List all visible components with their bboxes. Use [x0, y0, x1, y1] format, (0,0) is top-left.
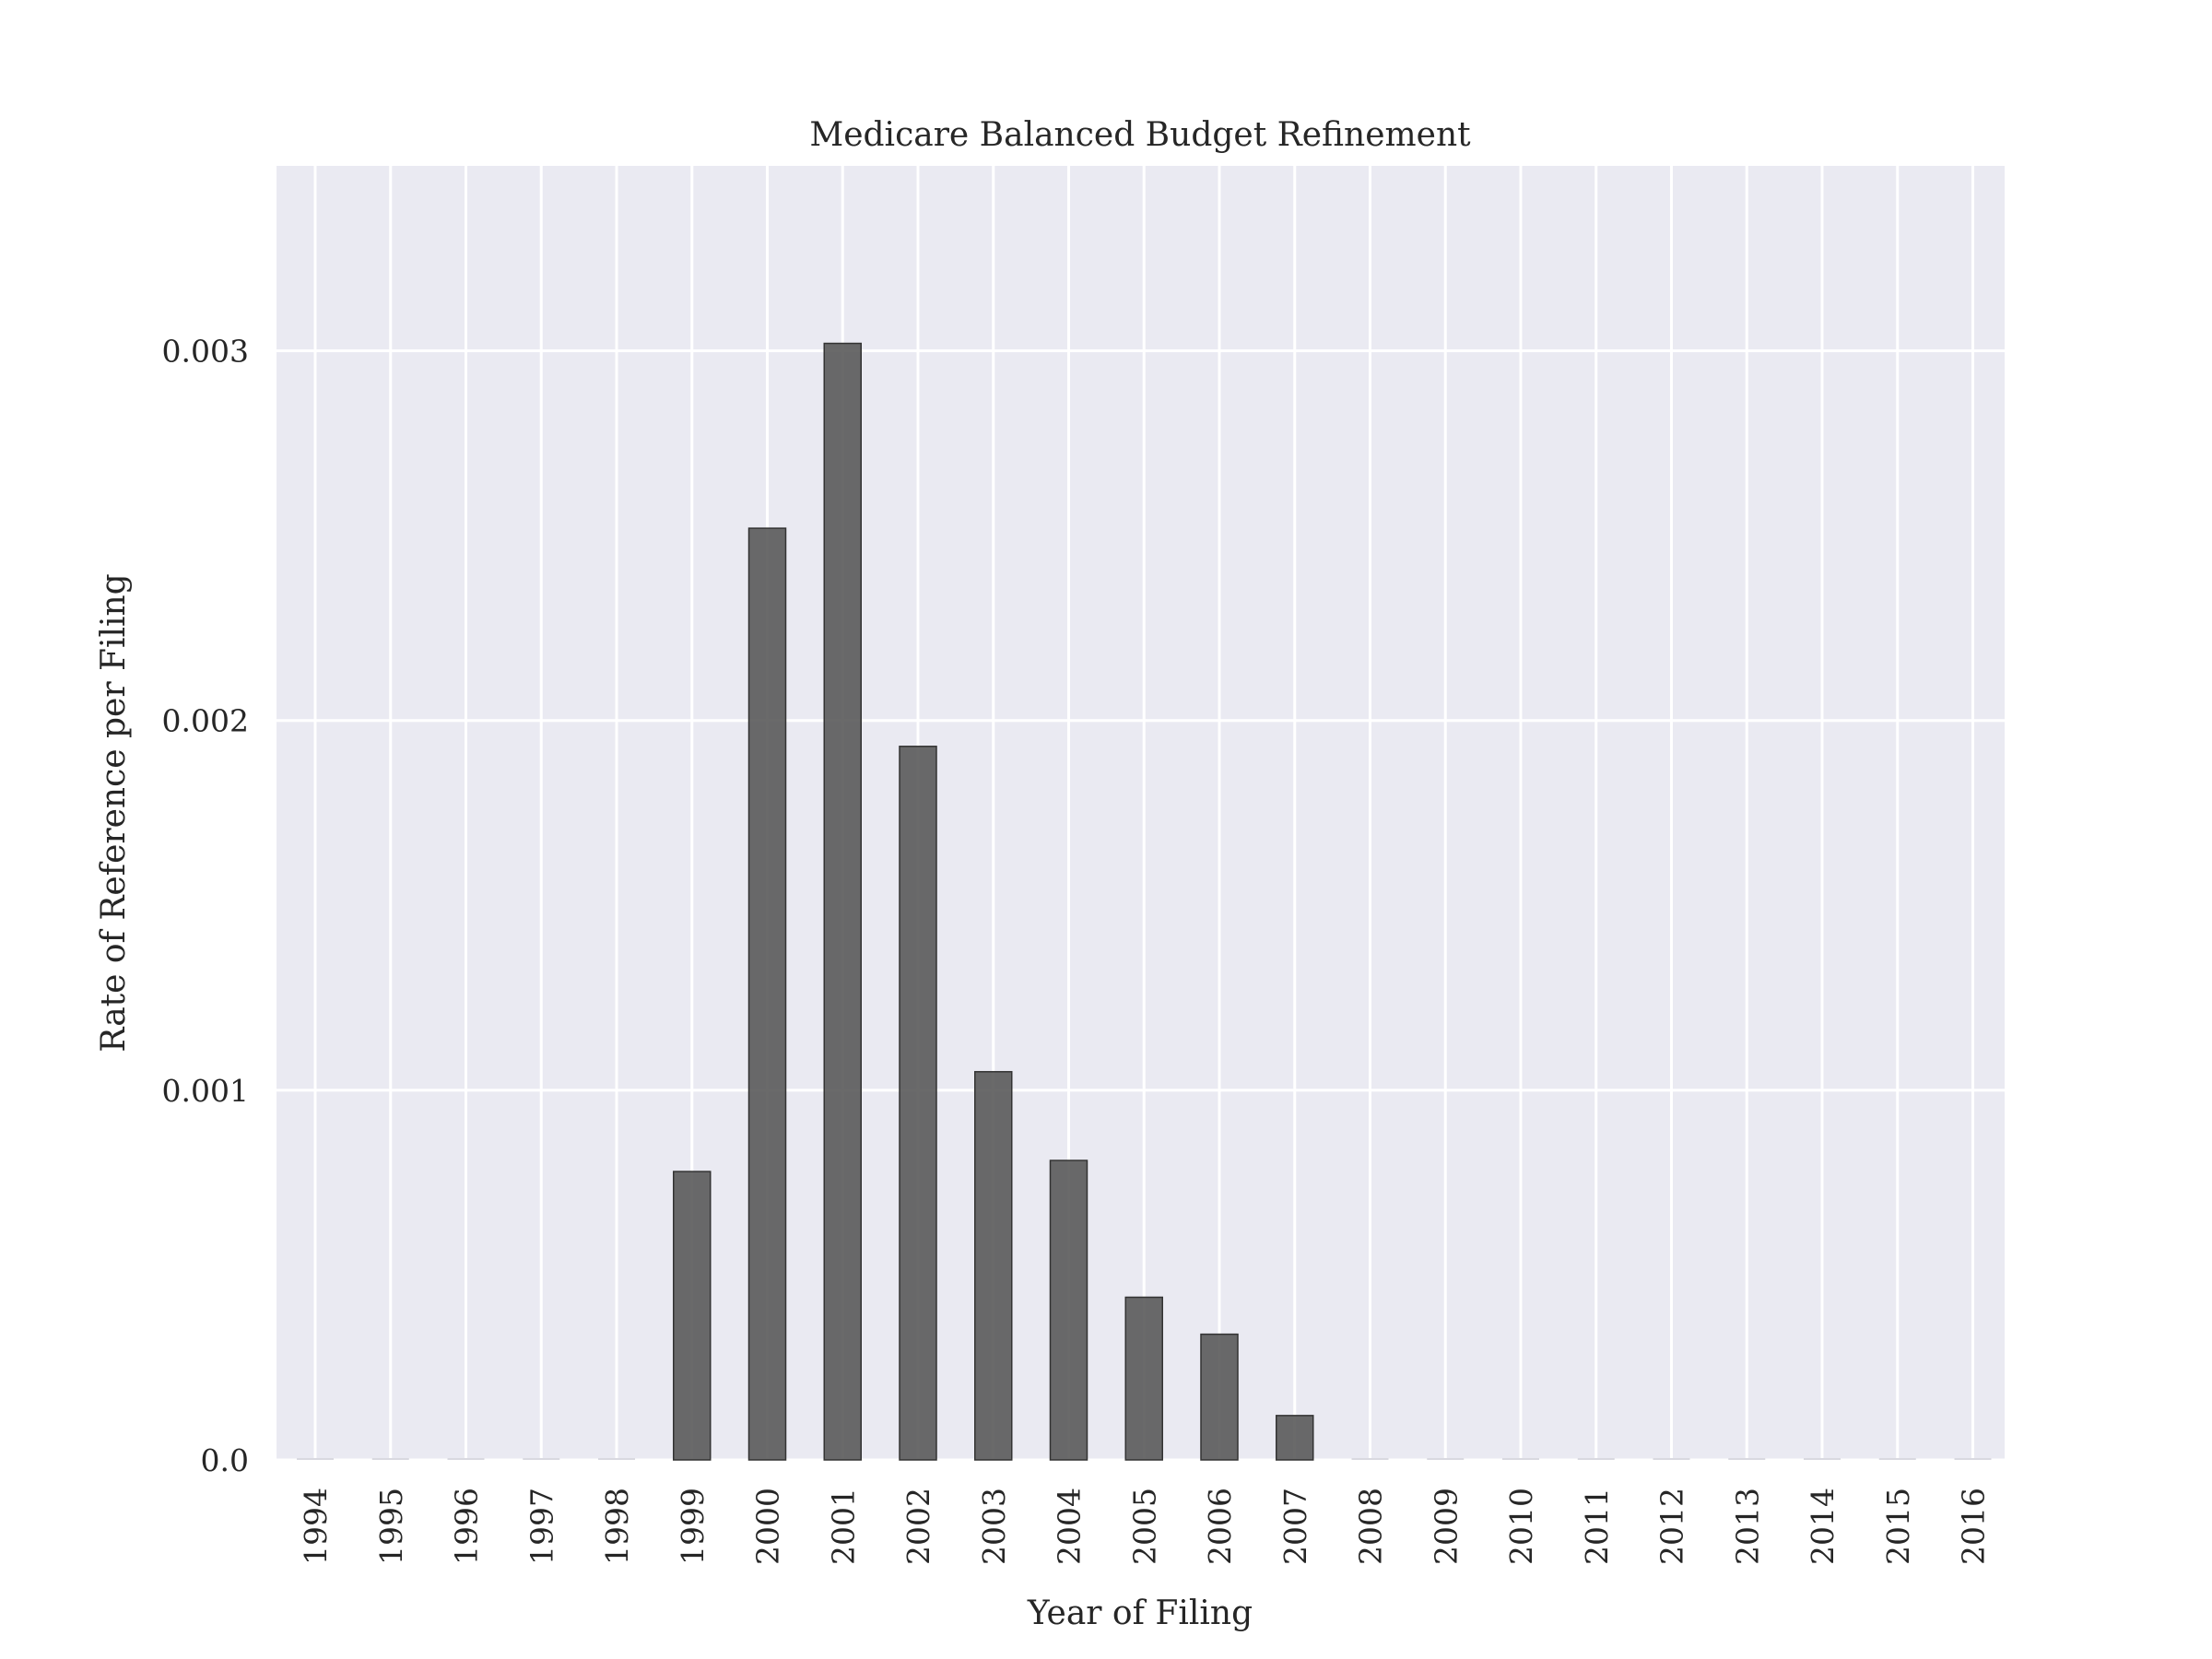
bar-1999 [673, 1171, 712, 1461]
x-tick-label-2006: 2006 [1202, 1488, 1238, 1565]
y-axis-label: Rate of Reference per Filing [95, 573, 133, 1052]
x-tick-label-2005: 2005 [1126, 1488, 1162, 1565]
x-tick-label-2011: 2011 [1579, 1488, 1615, 1565]
x-tick-label-1999: 1999 [675, 1488, 711, 1565]
x-tick-label-2002: 2002 [900, 1488, 936, 1565]
bars [297, 342, 1992, 1461]
bar-2001 [823, 342, 862, 1461]
x-tick-label-2004: 2004 [1052, 1488, 1088, 1565]
x-tick-label-1996: 1996 [449, 1488, 485, 1565]
y-tick-label: 0.0 [201, 1442, 249, 1478]
bar-2005 [1124, 1296, 1163, 1461]
x-tick-label-2010: 2010 [1503, 1488, 1539, 1565]
x-tick-label-2015: 2015 [1880, 1488, 1916, 1565]
x-tick-label-2003: 2003 [976, 1488, 1012, 1565]
x-tick-label-2014: 2014 [1805, 1488, 1841, 1565]
chart-title: Medicare Balanced Budget Refinement [809, 116, 1471, 154]
x-tick-label-2008: 2008 [1353, 1488, 1389, 1565]
x-tick-label-2000: 2000 [750, 1488, 786, 1565]
x-tick-label-1994: 1994 [298, 1488, 334, 1565]
x-axis-label: Year of Filing [1027, 1594, 1253, 1632]
x-tick-label-1997: 1997 [524, 1488, 559, 1565]
x-tick-label-2012: 2012 [1654, 1488, 1690, 1565]
plot-area [276, 166, 2005, 1460]
x-tick-label-2007: 2007 [1277, 1488, 1313, 1565]
x-tick-label-2001: 2001 [825, 1488, 861, 1565]
bar-2000 [747, 527, 787, 1461]
bar-2006 [1200, 1333, 1239, 1461]
bar-2002 [899, 746, 937, 1461]
bar-2003 [974, 1071, 1013, 1461]
bar-2004 [1049, 1159, 1088, 1461]
x-tick-label-2009: 2009 [1428, 1488, 1464, 1565]
y-tick-label: 0.003 [162, 334, 249, 370]
x-tick-label-1995: 1995 [373, 1488, 409, 1565]
y-tick-label: 0.001 [162, 1073, 249, 1109]
x-tick-label-2016: 2016 [1956, 1488, 1992, 1565]
bar-2007 [1276, 1415, 1314, 1461]
y-tick-label: 0.002 [162, 703, 249, 739]
x-tick-labels: 1994 1995 1996 1997 1998 1999 2000 2001 2002 2003… [298, 1488, 1992, 1565]
y-tick-labels: 0.0 0.001 0.002 0.003 [162, 334, 249, 1478]
x-tick-label-2013: 2013 [1729, 1488, 1765, 1565]
x-tick-label-1998: 1998 [599, 1488, 635, 1565]
